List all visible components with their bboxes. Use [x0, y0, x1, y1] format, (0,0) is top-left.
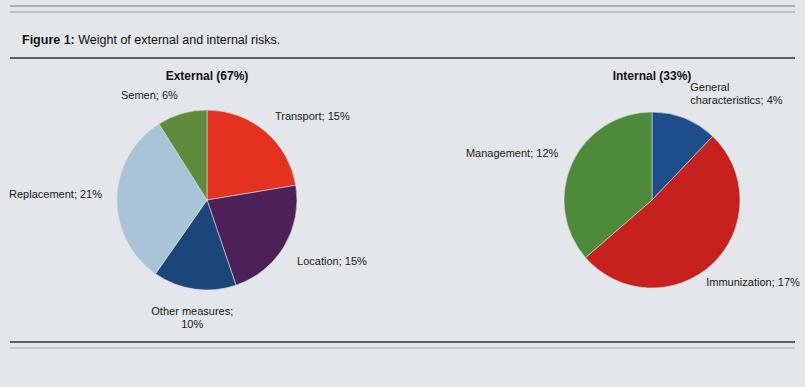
top-rule: [10, 12, 795, 13]
pie-slice: [207, 110, 296, 200]
pie-chart: Internal (33%)Generalcharacteristics; 4%…: [466, 69, 800, 288]
figure-title-rest: Weight of external and internal risks.: [75, 33, 280, 47]
pie-slice: [159, 110, 207, 200]
footer-rule: [10, 341, 795, 343]
data-label: Transport; 15%: [275, 110, 350, 122]
data-label-line: Immunization; 17%: [706, 276, 800, 288]
labels: Generalcharacteristics; 4% Immunization; …: [466, 81, 800, 287]
data-label-line: Management; 12%: [466, 147, 559, 159]
data-label-line: General: [690, 81, 729, 93]
slices: [564, 112, 740, 288]
data-label: Replacement; 21%: [9, 188, 102, 200]
pie-slice: [564, 112, 652, 258]
figure: Figure 1: Weight of external and interna…: [0, 0, 805, 387]
background: [0, 0, 805, 387]
data-label: Generalcharacteristics; 4%: [690, 81, 783, 106]
data-label: Immunization; 17%: [706, 276, 800, 288]
data-label: Location; 15%: [297, 255, 367, 267]
slices: [117, 110, 297, 290]
data-label-line: Other measures;: [151, 305, 233, 317]
figure-title-lead: Figure 1:: [22, 33, 75, 47]
data-label-line: Transport; 15%: [275, 110, 350, 122]
data-label: Semen; 6%: [121, 89, 178, 101]
top-rule: [10, 6, 795, 7]
data-label: Management; 12%: [466, 147, 559, 159]
pie-chart: External (67%) Transport; 15% Location; 15…: [9, 69, 367, 330]
data-label: Other measures;10%: [151, 305, 233, 330]
footer-rule: [10, 348, 795, 349]
data-label-line: 10%: [181, 318, 203, 330]
data-label-line: characteristics; 4%: [690, 94, 783, 106]
header-rule: [10, 57, 795, 59]
data-label-line: Location; 15%: [297, 255, 367, 267]
data-label-line: Semen; 6%: [121, 89, 178, 101]
labels: Transport; 15% Location; 15% Other measure…: [9, 89, 367, 330]
chart-title: External (67%): [166, 69, 249, 83]
figure-title: Figure 1: Weight of external and interna…: [22, 33, 280, 47]
chart-title: Internal (33%): [613, 69, 692, 83]
data-label-line: Replacement; 21%: [9, 188, 102, 200]
